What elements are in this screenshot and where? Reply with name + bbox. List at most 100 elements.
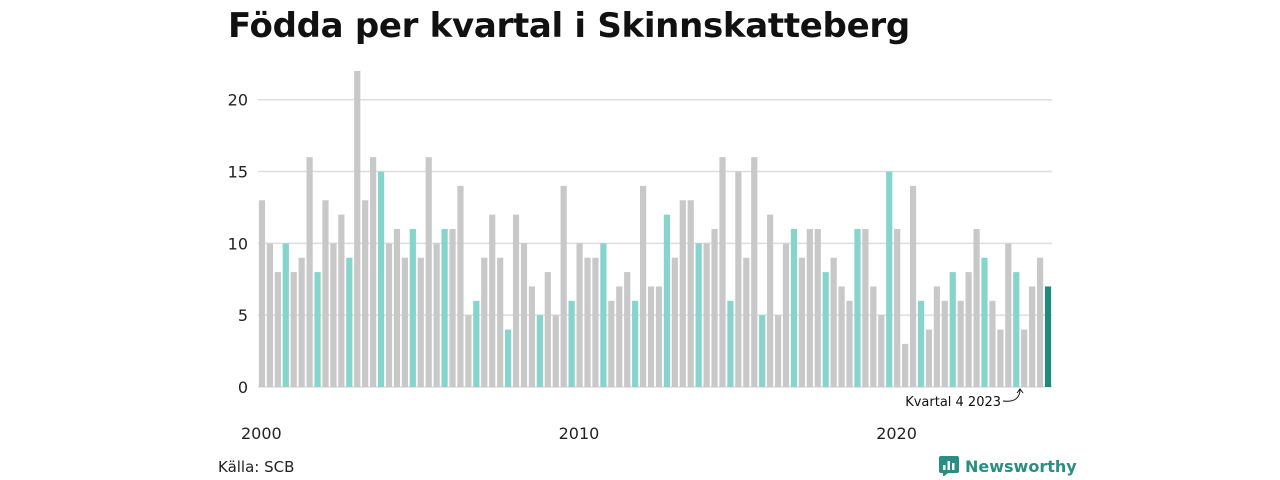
y-tick-label: 15 [228,163,248,182]
bar [576,243,583,387]
bar [647,286,655,387]
bar [274,272,281,387]
bar [290,272,297,387]
bar [663,214,670,387]
bar [1044,286,1052,387]
bar [584,257,591,387]
bar [497,257,504,387]
bar [409,229,416,387]
bar [314,272,321,387]
bar [258,200,266,387]
bar [671,257,678,387]
x-tick-label: 2010 [559,424,600,443]
y-axis-labels: 0 5 10 15 20 [228,91,248,397]
bar [1021,329,1028,387]
source-label: Källa: SCB [218,458,295,476]
bar [425,157,432,387]
bar [544,272,551,387]
bar [346,257,353,387]
brand-name: Newsworthy [965,456,1077,476]
bar [298,257,305,387]
bar [655,286,663,387]
annotation: Kvartal 4 2023 [905,388,1024,410]
bar [362,200,369,387]
bar [767,214,774,387]
y-tick-label: 5 [238,306,248,325]
bar [417,257,424,387]
x-axis-labels: 2000 2010 2020 [241,424,917,443]
bar [917,300,925,387]
bar [1029,286,1036,387]
bar [965,272,972,387]
bar [933,286,940,387]
bar [878,315,885,387]
bar [703,243,710,387]
bar [838,286,845,387]
bar [854,229,861,387]
bar [489,214,496,387]
bar [902,343,909,387]
bar [306,157,313,387]
bar [568,300,575,387]
bar [973,229,980,387]
bar [981,257,988,387]
bar [806,229,813,387]
bar [711,229,718,387]
bar [989,300,996,387]
bar [687,200,694,387]
bar [727,300,734,387]
bar-chart: 0 5 10 15 20 2000 2010 2020 Kvartal 4 2023 [228,71,1052,443]
bar [862,229,869,387]
bar [719,157,726,387]
bar [600,243,607,387]
bar [457,185,464,387]
bar [822,272,829,387]
bar [592,257,599,387]
bar [560,185,567,387]
bar [624,272,631,387]
bar [870,286,877,387]
bar [322,200,329,387]
y-tick-label: 0 [238,378,248,397]
bar [393,229,401,387]
bar [449,229,456,387]
bar [997,329,1004,387]
bar [616,286,623,387]
bar [941,300,948,387]
bar [751,157,758,387]
bar [957,300,964,387]
gridlines [258,98,1052,388]
bar [385,243,393,387]
chart-title: Födda per kvartal i Skinnskatteberg [228,6,910,46]
bar [512,214,520,387]
bar [798,257,805,387]
bar [354,71,361,387]
bar [338,214,345,387]
annotation-label: Kvartal 4 2023 [905,395,1001,410]
bar [774,315,782,387]
bar [639,185,647,387]
bar [481,257,488,387]
bar [608,300,615,387]
bar [473,300,480,387]
bar [925,329,933,387]
bar [552,315,559,387]
bar [528,286,536,387]
newsworthy-logo-icon [939,456,959,476]
bar [759,315,766,387]
bar [949,272,956,387]
bar [1036,257,1044,387]
x-tick-label: 2000 [241,424,282,443]
bar [830,257,837,387]
x-tick-label: 2020 [876,424,917,443]
bar [894,229,901,387]
bar [282,243,289,387]
bar [695,243,702,387]
bar [782,243,790,387]
bar [632,300,639,387]
bar [536,315,543,387]
y-tick-label: 20 [228,91,248,110]
bar [886,171,893,387]
bar [266,243,273,387]
bar [433,243,440,387]
